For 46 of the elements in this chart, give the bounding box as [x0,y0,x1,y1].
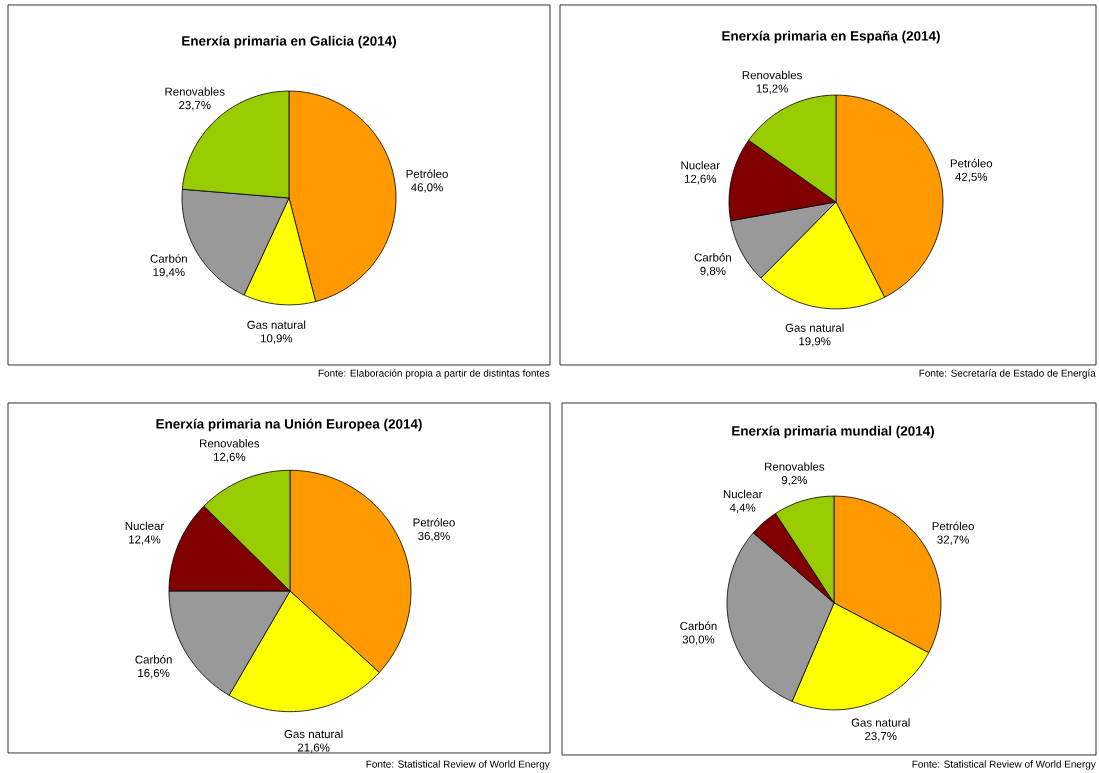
slice-label: Nuclear [125,521,165,531]
data-label: 32,7% [937,535,969,546]
chart-title: Enerxía primaria mundial (2014) [732,425,934,439]
chart-title: Enerxía primaria en Galicia (2014) [182,35,396,49]
slice-label: Carbón [135,655,172,664]
slice-label: Petróleo [950,158,993,168]
slice-label: Petróleo [413,518,455,527]
slice-label: Gas natural [851,718,910,727]
chart-title: Enerxía primaria na Unión Europea (2014) [156,418,422,432]
data-label: 23,7% [179,101,211,111]
source-note: Fonte: Elaboración propia a partir de distintas fontes [318,369,550,379]
data-label: 12,6% [213,452,246,463]
data-label: 30,0% [682,635,715,645]
source-note: Fonte: Statistical Review of World Energy [912,760,1096,770]
data-label: 42,5% [955,172,988,183]
data-label: 46,0% [411,183,443,193]
chart-title: Enerxía primaria en España (2014) [722,30,940,44]
data-label: 15,2% [756,84,788,94]
slice-label: Renovables [200,439,260,448]
data-label: 10,9% [260,334,293,344]
data-label: 36,8% [418,531,450,542]
source-note: Fonte: Statistical Review of World Energy [366,760,550,770]
slice-label: Carbón [680,621,717,631]
slice-label: Petróleo [406,169,448,178]
slice-label: Gas natural [247,320,306,329]
slice-label: Gas natural [785,323,844,332]
data-label: 19,9% [799,337,831,347]
slice-label: Carbón [694,252,731,262]
data-label: 23,7% [865,731,897,742]
slice-label: Nuclear [681,160,720,170]
slice-label: Gas natural [284,729,343,739]
slice-label: Renovables [742,70,802,80]
data-label: 12,4% [129,535,161,545]
data-label: 4,4% [729,503,756,513]
slice-label: Carbón [150,254,187,263]
data-label: 21,6% [297,743,330,753]
data-label: 12,6% [684,174,717,185]
data-label: 19,4% [153,268,185,278]
slice-label: Petróleo [932,521,974,531]
data-label: 16,6% [138,668,170,679]
slice-label: Renovables [765,462,825,471]
data-label: 9,8% [700,266,726,277]
data-label: 9,2% [781,476,808,486]
slice-label: Nuclear [723,489,763,499]
slice-label: Renovables [165,87,225,96]
source-note: Fonte: Secretaría de Estado de Energía [919,369,1096,379]
